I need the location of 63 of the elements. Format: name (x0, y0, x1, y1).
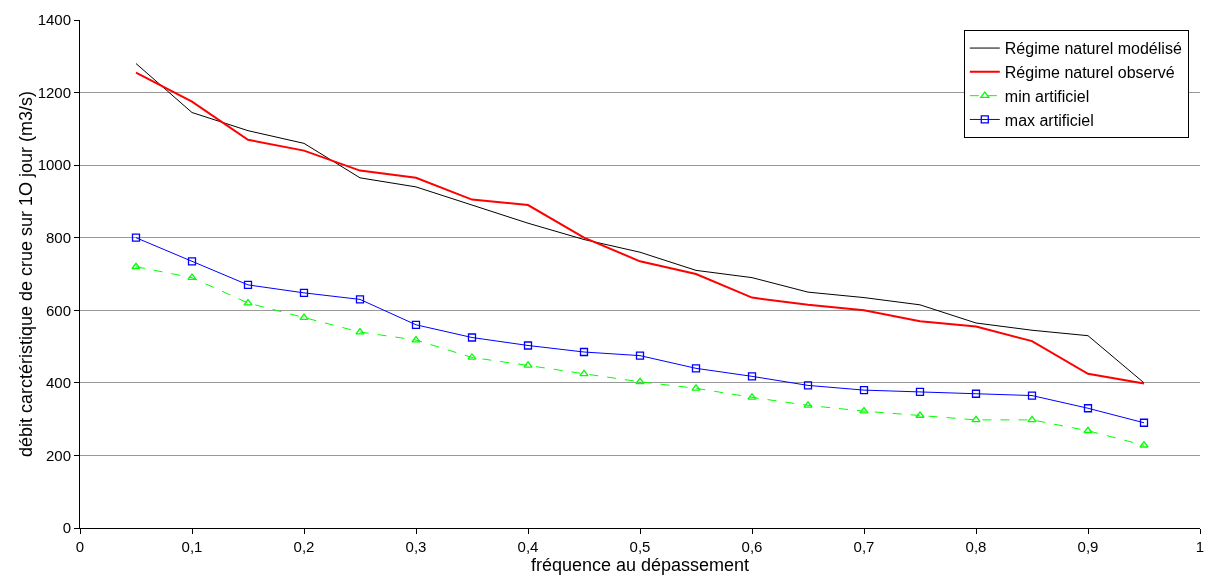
point (691, 384, 701, 391)
x-tick-label: 0 (75, 538, 85, 555)
point (355, 327, 365, 335)
y-tick-label: 1200 (37, 83, 71, 101)
point (635, 351, 645, 360)
point (411, 320, 421, 329)
point (523, 361, 533, 368)
x-tick-label: 0,8 (965, 538, 987, 555)
x-tick-label: 0,1 (181, 538, 203, 555)
point (579, 347, 589, 357)
point (915, 411, 925, 418)
y-tick-label: 400 (45, 374, 71, 392)
legend-label: min artificiel (1004, 87, 1090, 105)
y-tick-label: 1000 (37, 156, 71, 174)
y-tick-label: 0 (62, 519, 71, 537)
x-tick-label: 1 (1195, 538, 1205, 555)
point (411, 335, 421, 343)
point (131, 233, 141, 242)
x-axis-title: fréquence au dépassement (530, 555, 750, 576)
point (131, 262, 141, 270)
point (1139, 418, 1149, 427)
point (1083, 404, 1093, 413)
legend-label: max artificiel (1004, 111, 1094, 129)
x-tick-label: 0,6 (741, 538, 763, 555)
point (1139, 441, 1149, 448)
y-tick-label: 1400 (37, 11, 71, 29)
x-tick-label: 0,7 (853, 538, 875, 555)
point (187, 257, 197, 266)
point (187, 273, 197, 281)
point (243, 280, 253, 290)
point (691, 364, 701, 373)
point (579, 369, 589, 377)
legend-label: Régime naturel modélisé (1004, 40, 1182, 58)
x-tick-label: 0,4 (517, 538, 539, 555)
y-tick-label: 200 (45, 446, 71, 464)
point (467, 333, 477, 342)
point (1027, 391, 1037, 400)
point (859, 407, 869, 414)
x-tick-label: 0,9 (1077, 538, 1099, 555)
y-tick-label: 800 (45, 228, 71, 246)
point (803, 401, 813, 408)
point (859, 385, 869, 395)
point (355, 295, 365, 304)
x-tick-label: 0,2 (293, 538, 315, 555)
y-axis-title: débit carctéristique de crue sur 1O jour (m3/s) (15, 90, 36, 458)
point (467, 353, 477, 360)
point (803, 381, 813, 390)
point (1083, 426, 1093, 434)
legend-label: Régime naturel observé (1004, 64, 1175, 82)
point (243, 298, 253, 306)
point (971, 415, 981, 423)
y-tick-label: 600 (45, 301, 71, 319)
point (523, 341, 533, 350)
x-tick-label: 0,3 (405, 538, 427, 555)
x-tick-label: 0,5 (629, 538, 651, 555)
point (971, 389, 981, 398)
point (635, 377, 645, 385)
point (299, 313, 309, 320)
point (747, 393, 757, 400)
point (299, 288, 309, 298)
point (1027, 415, 1037, 423)
point (915, 387, 925, 397)
point (747, 372, 757, 381)
